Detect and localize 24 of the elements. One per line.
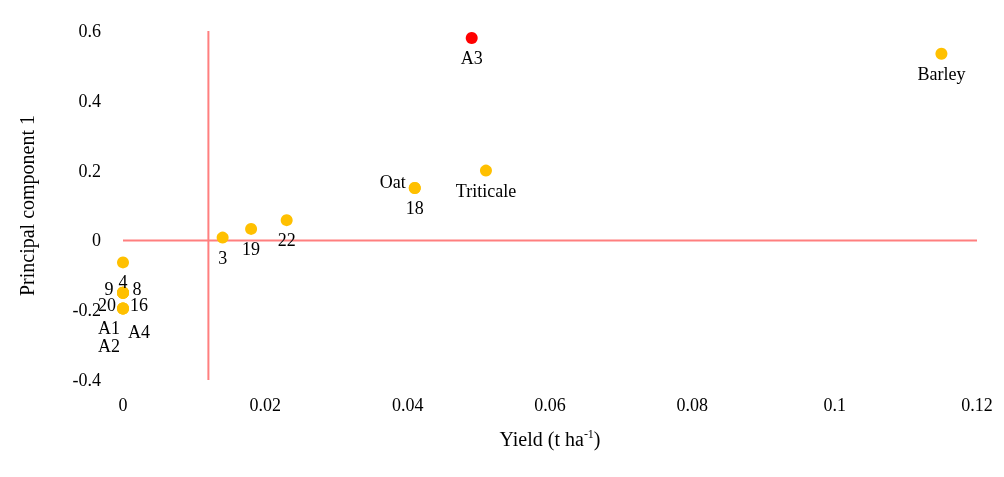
x-tick-label: 0.02 <box>249 395 282 415</box>
x-tick-label: 0.1 <box>823 395 846 415</box>
y-tick-label: -0.4 <box>72 370 101 390</box>
series-label: Oat <box>379 172 406 193</box>
series-label: A3 <box>460 47 483 68</box>
series-label: A2 <box>98 336 120 357</box>
x-tick-label: 0.04 <box>391 395 424 415</box>
series-label: 3 <box>218 247 228 268</box>
series-label: 19 <box>242 238 261 259</box>
series-label: 22 <box>277 230 296 251</box>
y-axis-title: Principal component 1 <box>16 114 39 297</box>
series-label: A1 <box>98 318 120 339</box>
x-tick-label: 0.08 <box>676 395 709 415</box>
x-tick-label: 0.06 <box>534 395 566 415</box>
series-label: Triticale <box>455 180 517 201</box>
series-label: A4 <box>128 322 150 343</box>
y-tick-label: 0.6 <box>78 21 101 41</box>
x-tick-label: 0 <box>118 395 128 415</box>
y-tick-label: 0.2 <box>78 160 101 181</box>
series-label: 18 <box>405 198 424 219</box>
series-label: Barley <box>917 63 966 84</box>
x-tick-label: 0.12 <box>961 395 993 415</box>
y-tick-label: 0.4 <box>78 90 101 111</box>
y-tick-label: 0 <box>92 230 101 251</box>
